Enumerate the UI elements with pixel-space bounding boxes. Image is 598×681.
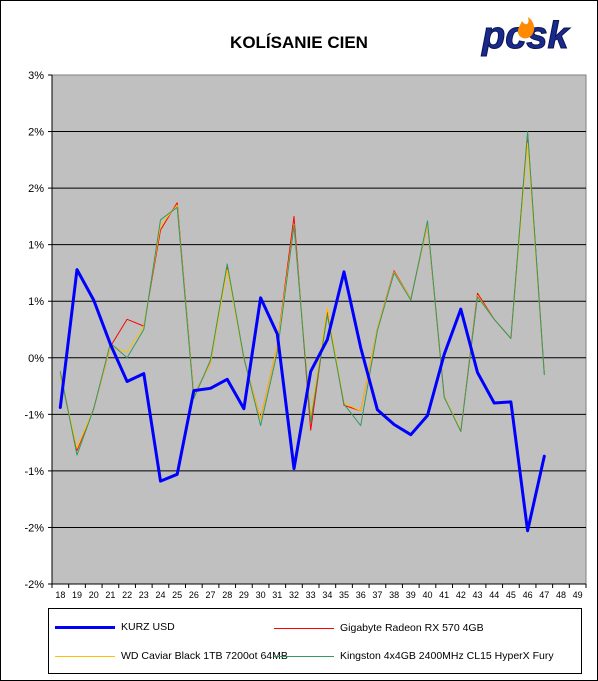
x-tick-label: 48 <box>556 590 566 600</box>
y-tick-label: -1% <box>24 466 44 478</box>
legend-swatch-kurz-usd <box>55 625 115 629</box>
y-tick-label: 1% <box>28 240 44 252</box>
x-tick-label: 24 <box>155 590 165 600</box>
x-tick-label: 23 <box>139 590 149 600</box>
x-tick-label: 34 <box>322 590 332 600</box>
y-tick-label: 2% <box>28 127 44 139</box>
x-tick-label: 44 <box>489 590 499 600</box>
y-tick-label: 3% <box>28 70 44 82</box>
legend-swatch-wd-caviar <box>55 655 115 657</box>
chart-title: KOLÍSANIE CIEN <box>230 33 368 52</box>
y-tick-label: 1% <box>28 296 44 308</box>
legend-item-wd-caviar: WD Caviar Black 1TB 7200ot 64MB <box>55 650 288 662</box>
x-tick-label: 19 <box>72 590 82 600</box>
pcsk-logo: pcsk <box>481 15 571 58</box>
legend: KURZ USD Gigabyte Radeon RX 570 4GB WD C… <box>48 608 582 674</box>
plot-background <box>51 74 587 585</box>
x-tick-label: 38 <box>389 590 399 600</box>
x-tick-label: 18 <box>55 590 65 600</box>
x-tick-label: 25 <box>172 590 182 600</box>
legend-item-kurz-usd: KURZ USD <box>55 621 175 633</box>
legend-item-gigabyte: Gigabyte Radeon RX 570 4GB <box>274 622 484 634</box>
x-tick-label: 39 <box>406 590 416 600</box>
legend-label-kurz-usd: KURZ USD <box>121 621 175 633</box>
series-line-kingston-4x4gb-2400mhz-cl15-hyperx-fury <box>59 131 545 456</box>
x-tick-label: 31 <box>272 590 282 600</box>
x-tick-label: 32 <box>289 590 299 600</box>
legend-item-kingston: Kingston 4x4GB 2400MHz CL15 HyperX Fury <box>274 650 554 662</box>
x-tick-label: 42 <box>456 590 466 600</box>
x-tick-label: 46 <box>523 590 533 600</box>
x-tick-label: 27 <box>206 590 216 600</box>
x-tick-label: 45 <box>506 590 516 600</box>
x-tick-label: 36 <box>356 590 366 600</box>
y-tick-label: -2% <box>24 522 44 534</box>
legend-swatch-gigabyte <box>274 627 334 629</box>
legend-swatch-kingston <box>274 655 334 657</box>
x-tick-label: 35 <box>339 590 349 600</box>
y-tick-label: 0% <box>28 353 44 365</box>
x-tick-label: 47 <box>539 590 549 600</box>
x-tick-label: 41 <box>439 590 449 600</box>
x-tick-label: 26 <box>189 590 199 600</box>
y-tick-label: -1% <box>24 409 44 421</box>
x-tick-label: 33 <box>306 590 316 600</box>
x-tick-label: 43 <box>473 590 483 600</box>
x-tick-label: 28 <box>222 590 232 600</box>
x-tick-label: 22 <box>122 590 132 600</box>
logo-letters: pcsk <box>481 15 570 57</box>
legend-label-kingston: Kingston 4x4GB 2400MHz CL15 HyperX Fury <box>340 650 554 662</box>
legend-label-gigabyte: Gigabyte Radeon RX 570 4GB <box>340 622 484 634</box>
x-tick-label: 40 <box>422 590 432 600</box>
y-tick-label: -2% <box>24 579 44 591</box>
legend-label-wd-caviar: WD Caviar Black 1TB 7200ot 64MB <box>121 650 288 662</box>
y-tick-label: 2% <box>28 183 44 195</box>
x-tick-label: 21 <box>105 590 115 600</box>
x-tick-label: 29 <box>239 590 249 600</box>
x-tick-label: 20 <box>89 590 99 600</box>
x-tick-label: 30 <box>256 590 266 600</box>
x-tick-label: 49 <box>573 590 583 600</box>
series-line-kurz-usd <box>58 268 546 533</box>
x-tick-label: 37 <box>372 590 382 600</box>
flame-icon <box>517 17 535 39</box>
